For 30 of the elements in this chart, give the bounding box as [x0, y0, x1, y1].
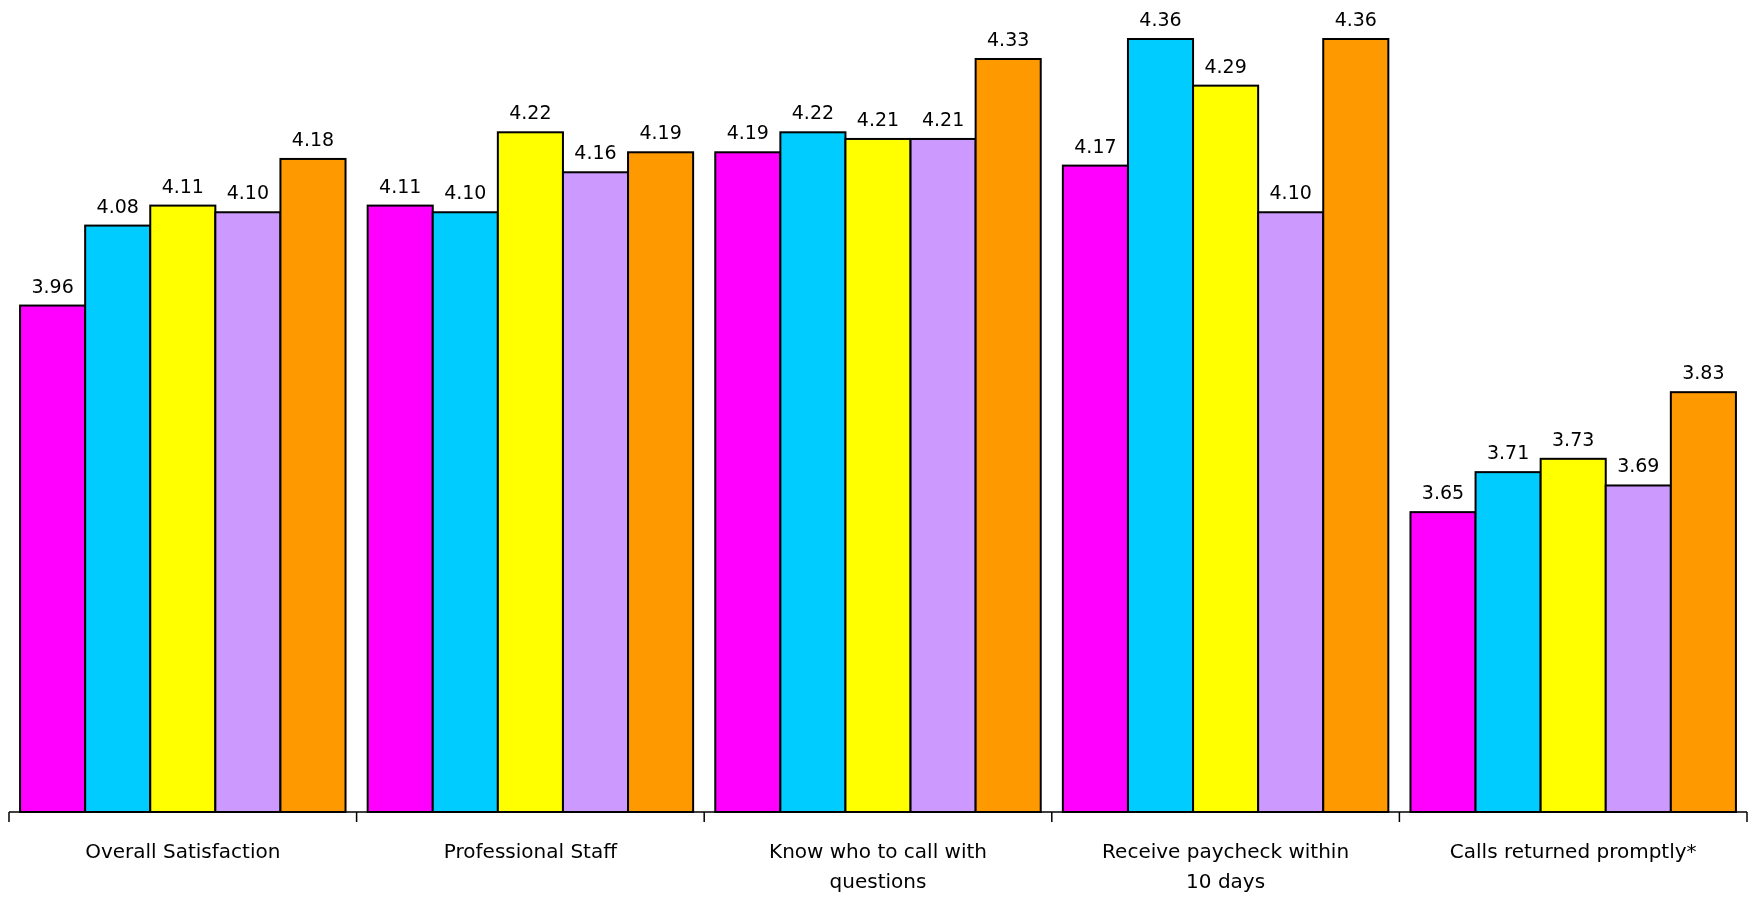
data-label: 4.11 [379, 174, 422, 197]
data-label: 4.10 [444, 181, 487, 204]
data-label: 3.65 [1421, 481, 1465, 504]
data-label: 3.83 [1682, 361, 1725, 384]
data-label: 4.16 [574, 141, 617, 164]
data-label: 4.17 [1074, 134, 1117, 157]
x-tick-label: Overall Satisfaction [85, 839, 281, 863]
data-label: 3.71 [1486, 441, 1530, 464]
data-label: 4.22 [509, 101, 552, 124]
data-label: 3.96 [31, 274, 74, 297]
data-label: 4.36 [1139, 8, 1182, 30]
data-label: 4.10 [226, 181, 270, 204]
data-label: 3.69 [1617, 454, 1660, 477]
data-label: 4.21 [921, 107, 965, 130]
x-tick-label: Professional Staff [443, 839, 619, 863]
data-label: 4.19 [639, 121, 682, 144]
data-label: 4.21 [856, 107, 900, 130]
data-label: 4.10 [1269, 181, 1312, 204]
data-label: 4.33 [987, 27, 1030, 50]
data-label: 4.18 [291, 127, 335, 150]
data-label: 4.19 [726, 121, 769, 144]
data-label: 4.29 [1204, 54, 1247, 77]
data-label: 4.22 [791, 101, 835, 124]
data-label: 4.11 [161, 174, 204, 197]
data-label: 3.73 [1552, 427, 1595, 450]
x-tick-label: Calls returned promptly* [1449, 839, 1697, 863]
data-label: 4.08 [96, 194, 139, 217]
x-tick-label: Know who to call with questions [769, 839, 987, 893]
x-tick-label: Receive paycheck within 10 days [1102, 839, 1350, 893]
data-label: 4.36 [1334, 8, 1377, 30]
